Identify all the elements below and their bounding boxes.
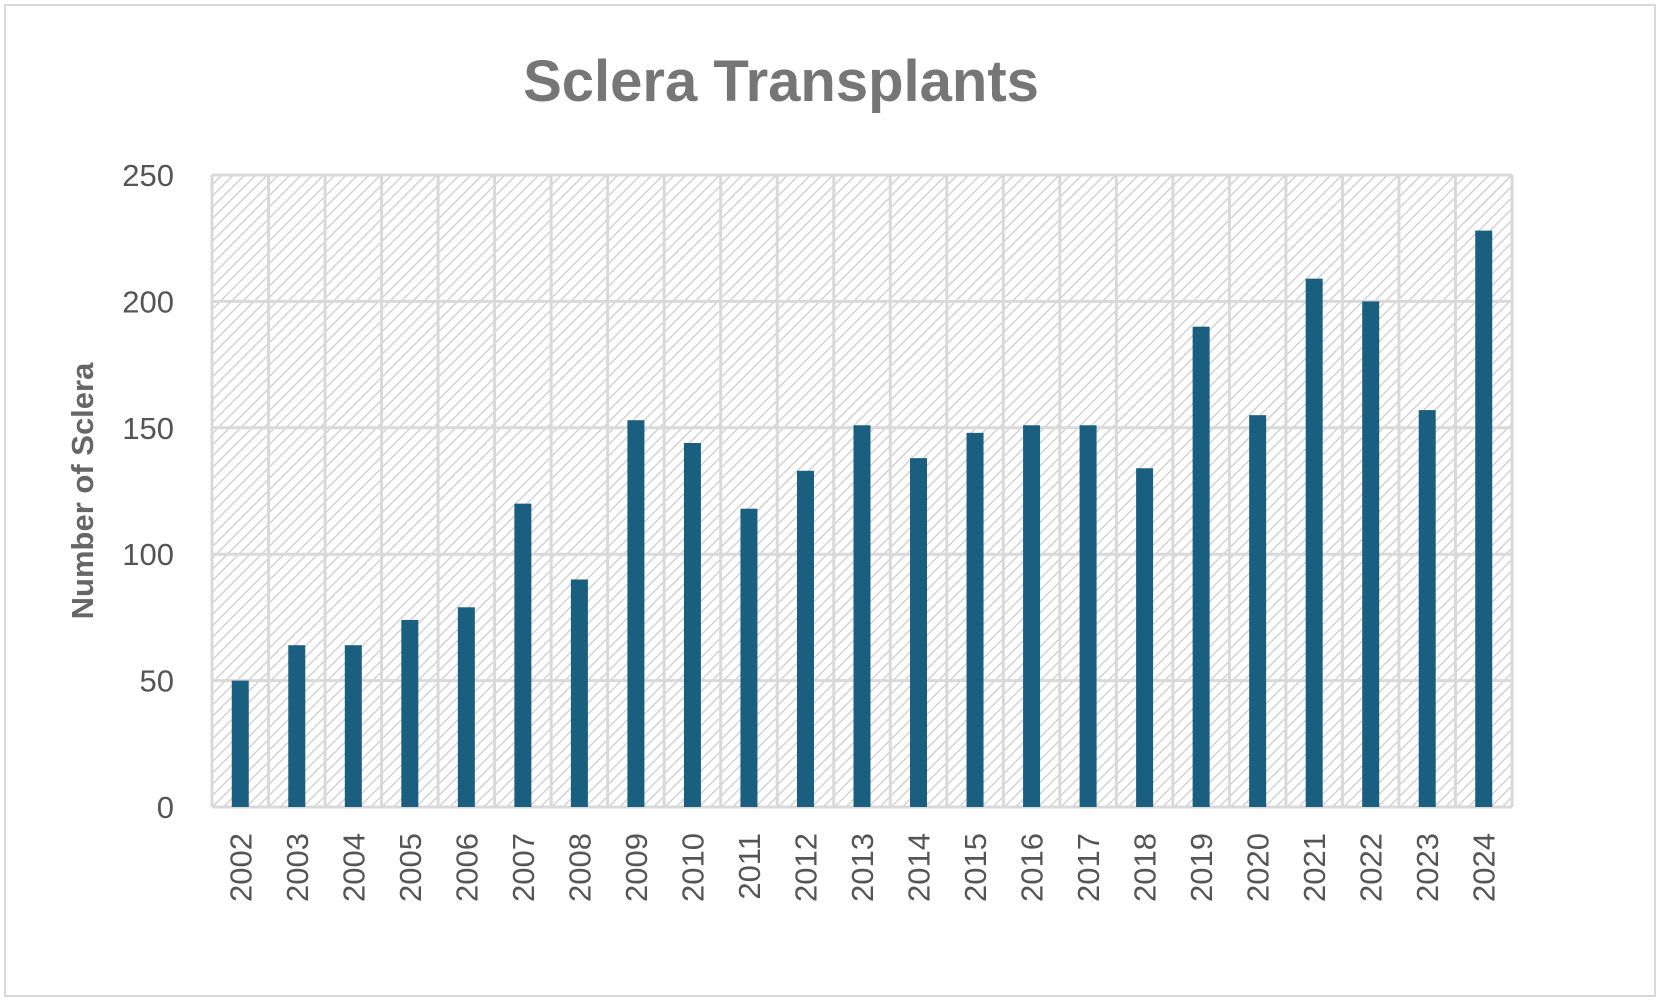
- x-tick-label: 2022: [1354, 833, 1389, 902]
- bar-2003: [288, 645, 306, 807]
- x-tick-label: 2021: [1297, 833, 1332, 902]
- bar-2008: [570, 579, 588, 807]
- bar-2012: [796, 470, 814, 807]
- bar-2022: [1362, 301, 1380, 807]
- x-tick-label: 2019: [1184, 833, 1219, 902]
- x-tick-label: 2016: [1015, 833, 1050, 902]
- x-axis-ticks: 2002 2003 2004 2005 2006 2007 2008 2009 2010 2011…: [223, 833, 1501, 902]
- x-tick-label: 2011: [732, 833, 767, 900]
- x-tick-label: 2003: [280, 833, 315, 902]
- bar-2006: [457, 607, 475, 807]
- x-tick-label: 2010: [675, 833, 710, 902]
- y-tick-label: 100: [122, 537, 174, 572]
- bar-2009: [627, 420, 645, 807]
- x-tick-label: 2017: [1071, 833, 1106, 902]
- x-tick-label: 2014: [902, 833, 937, 902]
- x-tick-label: 2023: [1410, 833, 1445, 902]
- bar-2002: [231, 680, 249, 807]
- bars: [231, 230, 1493, 808]
- bar-2015: [966, 432, 984, 807]
- bar-2024: [1475, 230, 1493, 808]
- y-tick-label: 250: [122, 158, 174, 193]
- y-axis-ticks: 0 50 100 150 200 250: [122, 158, 174, 825]
- bar-2018: [1136, 468, 1154, 807]
- bar-2004: [344, 645, 362, 807]
- x-tick-label: 2005: [393, 833, 428, 902]
- x-tick-label: 2006: [449, 833, 484, 902]
- y-axis-label: Number of Sclera: [65, 362, 100, 619]
- grid-lines: [210, 173, 1514, 809]
- bar-2011: [740, 508, 758, 807]
- x-tick-label: 2020: [1241, 833, 1276, 902]
- bar-2010: [683, 442, 701, 807]
- x-tick-label: 2002: [223, 833, 258, 902]
- x-tick-label: 2007: [506, 833, 541, 902]
- x-tick-label: 2012: [788, 833, 823, 902]
- bar-2021: [1305, 278, 1323, 807]
- x-tick-label: 2013: [845, 833, 880, 902]
- bar-2013: [853, 425, 871, 807]
- bar-2019: [1192, 326, 1210, 807]
- x-tick-label: 2009: [619, 833, 654, 902]
- bar-2014: [910, 458, 928, 807]
- x-tick-label: 2015: [958, 833, 993, 902]
- y-tick-label: 0: [157, 790, 174, 825]
- y-tick-label: 50: [140, 664, 174, 699]
- bar-2020: [1249, 415, 1267, 807]
- y-tick-label: 150: [122, 411, 174, 446]
- bar-2023: [1418, 410, 1436, 807]
- bar-2007: [514, 503, 532, 807]
- y-tick-label: 200: [122, 284, 174, 319]
- bar-2005: [401, 619, 419, 807]
- bar-2016: [1023, 425, 1041, 807]
- chart-title: Sclera Transplants: [523, 49, 1039, 114]
- x-tick-label: 2018: [1128, 833, 1163, 902]
- x-tick-label: 2024: [1467, 833, 1502, 902]
- bar-2017: [1079, 425, 1097, 807]
- x-tick-label: 2004: [336, 833, 371, 902]
- x-tick-label: 2008: [562, 833, 597, 902]
